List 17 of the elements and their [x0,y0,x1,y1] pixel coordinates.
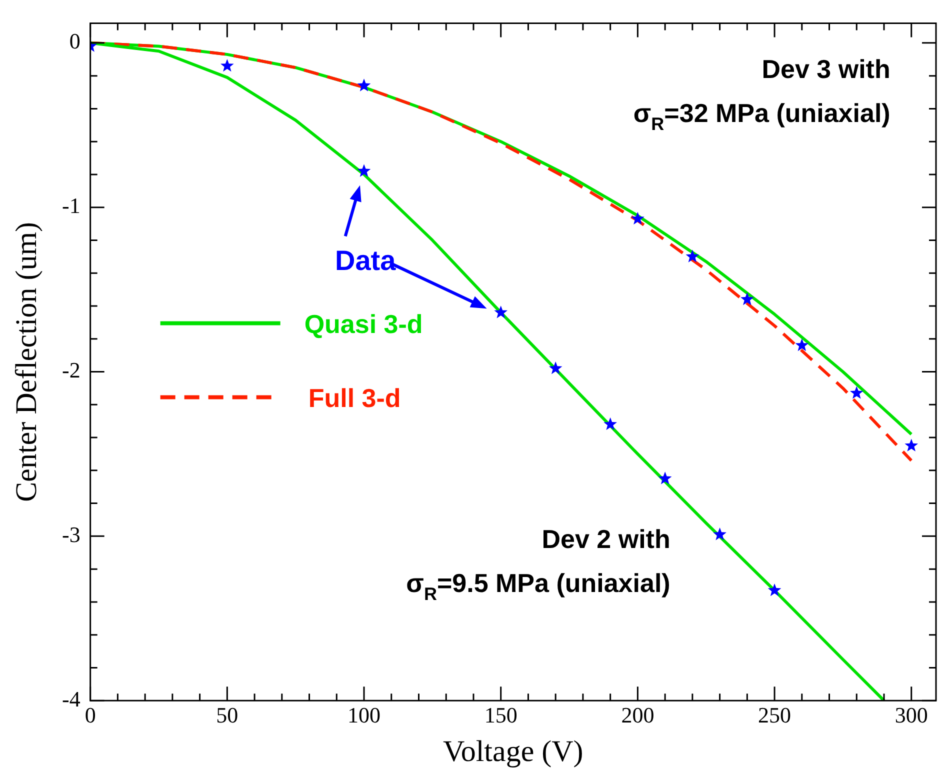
x-tick-label: 250 [758,702,792,728]
x-tick-label: 300 [894,702,928,728]
x-tick-label: 200 [621,702,654,728]
y-tick-label: -2 [62,358,80,383]
x-tick-label: 150 [484,702,518,728]
text: Data [334,245,396,276]
y-tick-label: 0 [69,28,80,54]
y-tick-label: -3 [62,522,80,547]
x-tick-label: 100 [348,702,381,728]
x-tick-label: 0 [84,702,96,728]
y-tick-label: -1 [62,193,80,218]
y-tick-label: -4 [62,686,80,712]
legend-label: Quasi 3-d [304,309,423,340]
legend-label: Full 3-d [308,383,401,414]
x-tick-label: 50 [216,702,238,728]
x-axis-title: Voltage (V) [443,734,584,768]
y-axis-title: Center Deflection (um) [10,222,43,502]
